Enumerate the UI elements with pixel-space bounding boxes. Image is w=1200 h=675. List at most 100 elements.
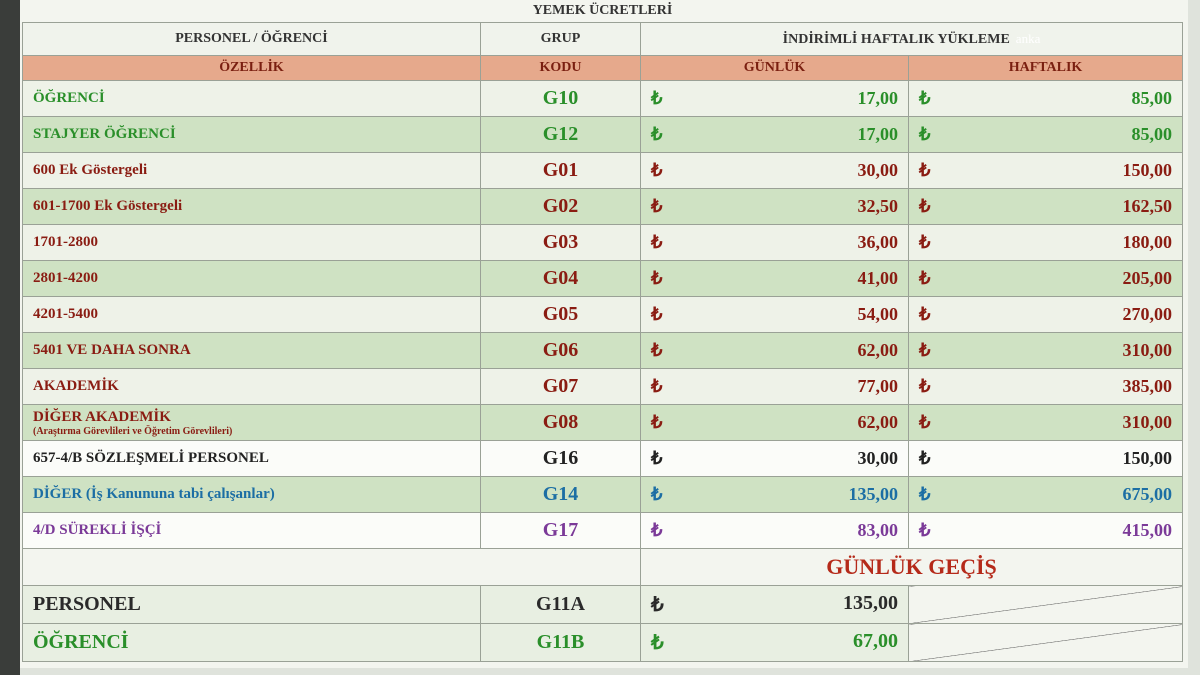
currency: ₺	[651, 594, 664, 616]
amount: 30,00	[857, 448, 899, 468]
amount: 415,00	[1122, 520, 1173, 540]
label-cell: DİĞER (İş Kanununa tabi çalışanlar)	[22, 476, 481, 513]
daily-cell: ₺ 30,00	[640, 440, 909, 477]
amount: 85,00	[1131, 88, 1173, 108]
currency: ₺	[651, 340, 663, 360]
title-row: YEMEK ÜCRETLERİ	[23, 0, 1183, 23]
money: ₺ 32,50	[651, 196, 898, 217]
money: ₺ 415,00	[919, 520, 1172, 541]
amount: 17,00	[857, 124, 899, 144]
code-cell: G14	[480, 476, 641, 513]
row-label: 1701-2800	[33, 234, 98, 250]
label-cell: 5401 VE DAHA SONRA	[22, 332, 481, 369]
money: ₺ 270,00	[919, 304, 1172, 325]
money: ₺ 135,00	[651, 592, 898, 617]
currency: ₺	[651, 88, 663, 108]
pass-row: PERSONEL G11A ₺ 135,00	[22, 585, 1184, 624]
weekly-cell: ₺ 162,50	[907, 188, 1184, 225]
daily-cell: ₺ 54,00	[640, 296, 909, 333]
label-cell: 600 Ek Göstergeli	[22, 152, 481, 189]
currency: ₺	[651, 520, 663, 540]
money: ₺ 150,00	[919, 448, 1172, 469]
amount: 36,00	[857, 232, 899, 252]
weekly-cell: ₺ 310,00	[907, 332, 1184, 369]
label-cell: 4201-5400	[22, 296, 481, 333]
amount: 62,00	[857, 340, 899, 360]
currency: ₺	[919, 232, 931, 252]
daily-cell: ₺ 41,00	[640, 260, 909, 297]
row-label: 5401 VE DAHA SONRA	[33, 342, 191, 358]
money: ₺ 310,00	[919, 340, 1172, 361]
amount: 62,00	[857, 412, 899, 432]
label-cell: 601-1700 Ek Göstergeli	[22, 188, 481, 225]
weekly-cell: ₺ 180,00	[907, 224, 1184, 261]
amount: 205,00	[1122, 268, 1173, 288]
currency: ₺	[919, 376, 931, 396]
currency: ₺	[651, 304, 663, 324]
pass-title-row: GÜNLÜK GEÇİŞ	[22, 548, 1184, 586]
money: ₺ 85,00	[919, 88, 1172, 109]
money: ₺ 310,00	[919, 412, 1172, 433]
amount: 85,00	[1131, 124, 1173, 144]
subheader-cell: ÖZELLİK	[22, 55, 481, 81]
row-label: 4/D SÜREKLİ İŞÇİ	[33, 522, 162, 538]
amount: 310,00	[1122, 412, 1173, 432]
weekly-cell: ₺ 205,00	[907, 260, 1184, 297]
row-label: 657-4/B SÖZLEŞMELİ PERSONEL	[33, 450, 269, 466]
money: ₺ 30,00	[651, 160, 898, 181]
amount: 150,00	[1122, 448, 1173, 468]
weekly-cell: ₺ 675,00	[907, 476, 1184, 513]
code-cell: G04	[480, 260, 641, 297]
currency: ₺	[651, 232, 663, 252]
currency: ₺	[919, 88, 931, 108]
code-cell: G11A	[480, 585, 641, 624]
subheader-cell: KODU	[480, 55, 641, 81]
amount: 385,00	[1122, 376, 1173, 396]
money: ₺ 85,00	[919, 124, 1172, 145]
weekly-cell: ₺ 385,00	[907, 368, 1184, 405]
code-cell: G02	[480, 188, 641, 225]
label-cell: AKADEMİK	[22, 368, 481, 405]
amount: 30,00	[857, 160, 899, 180]
code-cell: G17	[480, 512, 641, 549]
subheader-row: ÖZELLİK KODU GÜNLÜK HAFTALIK	[22, 55, 1184, 81]
label-cell: 2801-4200	[22, 260, 481, 297]
money: ₺ 675,00	[919, 484, 1172, 505]
money: ₺ 162,50	[919, 196, 1172, 217]
currency: ₺	[919, 412, 931, 432]
weekly-cell: ₺ 310,00	[907, 404, 1184, 441]
currency: ₺	[651, 632, 664, 654]
money: ₺ 62,00	[651, 340, 898, 361]
amount: 32,50	[857, 196, 899, 216]
fee-row: AKADEMİK G07 ₺ 77,00 ₺ 385,00	[22, 368, 1184, 405]
subheader-cell: HAFTALIK	[907, 55, 1184, 81]
code-cell: G06	[480, 332, 641, 369]
amount: 135,00	[843, 592, 898, 614]
row-label: ÖĞRENCİ	[33, 90, 105, 106]
money: ₺ 135,00	[651, 484, 898, 505]
label-cell: ÖĞRENCİ	[22, 80, 481, 117]
weekly-cell: ₺ 270,00	[907, 296, 1184, 333]
label-cell: PERSONEL	[22, 585, 481, 624]
currency: ₺	[919, 160, 931, 180]
money: ₺ 150,00	[919, 160, 1172, 181]
header-cell: PERSONEL / ÖĞRENCİ	[22, 22, 481, 56]
money: ₺ 54,00	[651, 304, 898, 325]
fee-row: 4201-5400 G05 ₺ 54,00 ₺ 270,00	[22, 296, 1184, 333]
fee-row: DİĞER (İş Kanununa tabi çalışanlar) G14 ₺ 1…	[22, 476, 1184, 513]
crossed-cell	[907, 585, 1184, 624]
label-cell: STAJYER ÖĞRENCİ	[22, 116, 481, 153]
code-cell: G03	[480, 224, 641, 261]
header-cell: İNDİRİMLİ HAFTALIK YÜKLEME anka	[639, 22, 1184, 56]
daily-cell: ₺ 135,00	[640, 585, 909, 624]
row-label: 4201-5400	[33, 306, 98, 322]
currency: ₺	[651, 484, 663, 504]
header-text: İNDİRİMLİ HAFTALIK YÜKLEME	[782, 31, 1010, 47]
fee-row: 2801-4200 G04 ₺ 41,00 ₺ 205,00	[22, 260, 1184, 297]
code-cell: G11B	[480, 623, 641, 662]
fee-table: YEMEK ÜCRETLERİ PERSONEL / ÖĞRENCİ GRUP …	[22, 0, 1184, 662]
row-note: (Araştırma Görevlileri ve Öğretim Görevl…	[33, 425, 233, 437]
weekly-cell: ₺ 85,00	[907, 80, 1184, 117]
currency: ₺	[651, 376, 663, 396]
row-label: 600 Ek Göstergeli	[33, 162, 148, 178]
